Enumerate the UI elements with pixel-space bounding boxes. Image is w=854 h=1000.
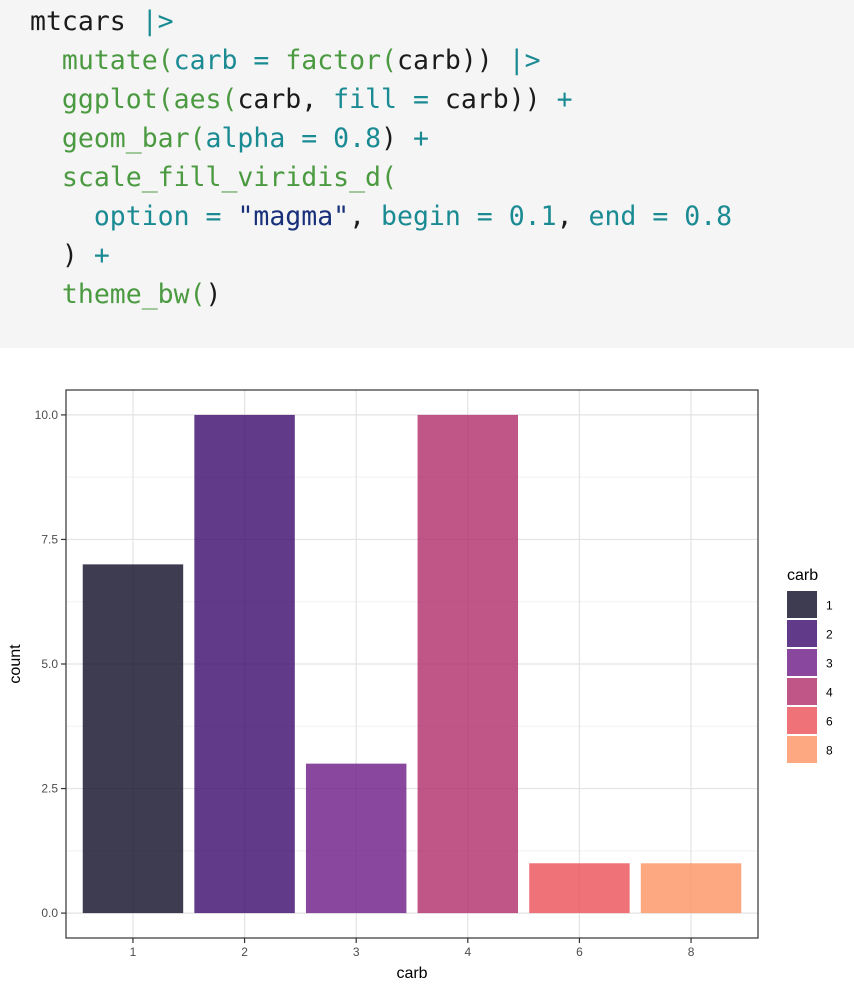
code-line: ggplot(aes(carb, fill = carb)) + [30, 80, 854, 119]
x-tick-label: 3 [353, 945, 360, 959]
code-token: = [412, 84, 445, 115]
x-tick-label: 8 [688, 945, 695, 959]
legend-title: carb [787, 567, 818, 584]
code-line: scale_fill_viridis_d( [30, 158, 854, 197]
y-tick-label: 5.0 [41, 657, 58, 671]
y-tick-label: 2.5 [41, 782, 58, 796]
code-token: scale_fill_viridis_d( [61, 162, 397, 193]
legend-label: 6 [826, 715, 833, 729]
legend-key-3 [787, 649, 817, 676]
code-token: ) [61, 240, 94, 271]
x-tick-label: 6 [576, 945, 583, 959]
legend-label: 1 [826, 599, 833, 613]
code-token: ggplot( [61, 84, 174, 115]
code-token: end [588, 201, 653, 232]
code-line: option = "magma", begin = 0.1, end = 0.8 [30, 197, 854, 236]
y-axis: 0.0 2.5 5.0 7.5 10.0 [35, 408, 66, 920]
code-token: ) [381, 123, 413, 154]
bar-4 [417, 414, 519, 914]
code-token: fill [333, 84, 413, 115]
code-token: carb [173, 45, 254, 76]
code-token: |> [508, 45, 541, 76]
x-axis-label: carb [396, 965, 427, 982]
bar-6 [529, 863, 630, 914]
code-token [30, 162, 62, 193]
code-token [30, 84, 62, 115]
code-token: = [652, 201, 685, 232]
code-token: , [349, 201, 382, 232]
code-token: = [205, 201, 238, 232]
legend-label: 8 [826, 744, 833, 758]
code-token: aes( [173, 84, 238, 115]
code-token [30, 240, 62, 271]
y-tick-label: 10.0 [35, 408, 59, 422]
code-line: theme_bw() [30, 275, 854, 314]
code-token: geom_bar( [61, 123, 206, 154]
bar-8 [640, 863, 742, 914]
bar-1 [82, 564, 184, 914]
code-token: 0.1 [508, 201, 557, 232]
code-token: factor( [285, 45, 397, 76]
legend-key-4 [787, 678, 817, 705]
legend-key-2 [787, 620, 817, 647]
code-token: = [253, 45, 286, 76]
bars [82, 414, 742, 914]
legend-label: 2 [826, 628, 833, 642]
code-token: carb, [237, 84, 334, 115]
bar-2 [194, 414, 295, 914]
code-token: mutate( [61, 45, 174, 76]
code-token: + [93, 240, 110, 271]
code-token: "magma" [237, 201, 350, 232]
code-line: mutate(carb = factor(carb)) |> [30, 41, 854, 80]
legend-label: 4 [826, 686, 833, 700]
legend-label: 3 [826, 657, 833, 671]
legend-key-6 [787, 707, 817, 734]
bar-chart: 0.0 2.5 5.0 7.5 10.0 1 2 3 4 6 8 carb count carb … [0, 350, 854, 1000]
code-token [30, 201, 94, 232]
x-axis: 1 2 3 4 6 8 [130, 938, 695, 959]
code-line: mtcars |> [30, 2, 854, 41]
code-token: = [476, 201, 509, 232]
y-axis-label: count [7, 644, 24, 684]
code-token: ) [205, 279, 222, 310]
code-token: |> [141, 6, 174, 37]
legend-key-1 [787, 591, 817, 618]
legend-key-8 [787, 736, 817, 763]
code-token: , [556, 201, 589, 232]
legend: carb 1 2 3 4 6 8 [787, 567, 833, 763]
x-tick-label: 4 [464, 945, 471, 959]
code-token: alpha [205, 123, 302, 154]
code-token: carb)) [444, 84, 557, 115]
code-token: + [556, 84, 573, 115]
code-token: theme_bw( [61, 279, 206, 310]
code-token [30, 45, 62, 76]
code-token: option [93, 201, 206, 232]
code-token [30, 279, 62, 310]
x-tick-label: 2 [241, 945, 248, 959]
y-tick-label: 7.5 [41, 532, 58, 546]
x-tick-label: 1 [130, 945, 137, 959]
code-token: + [412, 123, 429, 154]
bar-3 [305, 763, 407, 914]
code-token: carb)) [397, 45, 509, 76]
code-line: ) + [30, 236, 854, 275]
code-line: geom_bar(alpha = 0.8) + [30, 119, 854, 158]
code-token: 0.8 [684, 201, 733, 232]
code-block: mtcars |> mutate(carb = factor(carb)) |>… [0, 0, 854, 348]
y-tick-label: 0.0 [41, 906, 58, 920]
code-token: 0.8 [333, 123, 382, 154]
code-token: mtcars [30, 6, 142, 37]
code-token [30, 123, 62, 154]
code-token: = [301, 123, 334, 154]
code-token: begin [381, 201, 477, 232]
